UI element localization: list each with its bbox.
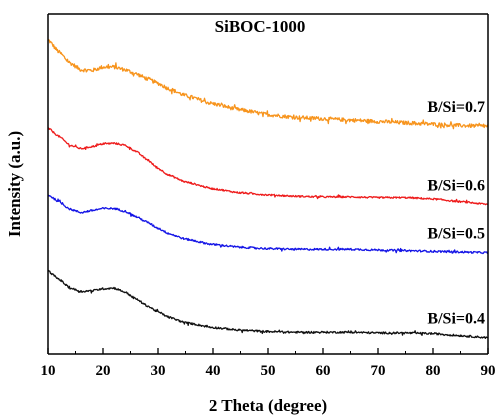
x-ticks: 10 20 30 40 50 60 70 80 90 — [41, 348, 496, 379]
x-axis-label: 2 Theta (degree) — [209, 396, 327, 415]
series-line-1 — [47, 38, 489, 130]
x-tick-label: 30 — [151, 363, 166, 379]
series-labels: B/Si=0.7 B/Si=0.6 B/Si=0.5 B/Si=0.4 — [427, 99, 485, 327]
series-line-2 — [47, 127, 489, 206]
chart-title: SiBOC-1000 — [215, 17, 306, 36]
x-tick-label: 80 — [426, 363, 441, 379]
x-tick-label: 70 — [371, 363, 386, 379]
y-axis-label: Intensity (a.u.) — [5, 131, 24, 237]
x-tick-label: 40 — [206, 363, 221, 379]
x-tick-label: 90 — [481, 363, 496, 379]
series-label-3: B/Si=0.5 — [427, 226, 485, 243]
series-label-1: B/Si=0.7 — [427, 99, 485, 116]
series-line-3 — [47, 194, 489, 255]
series-label-2: B/Si=0.6 — [427, 177, 485, 194]
series-label-4: B/Si=0.4 — [427, 311, 485, 328]
x-tick-label: 20 — [96, 363, 111, 379]
series-line-4 — [47, 269, 489, 339]
x-tick-label: 10 — [41, 363, 56, 379]
series-layer — [47, 38, 489, 339]
x-tick-label: 50 — [261, 363, 276, 379]
x-tick-label: 60 — [316, 363, 331, 379]
